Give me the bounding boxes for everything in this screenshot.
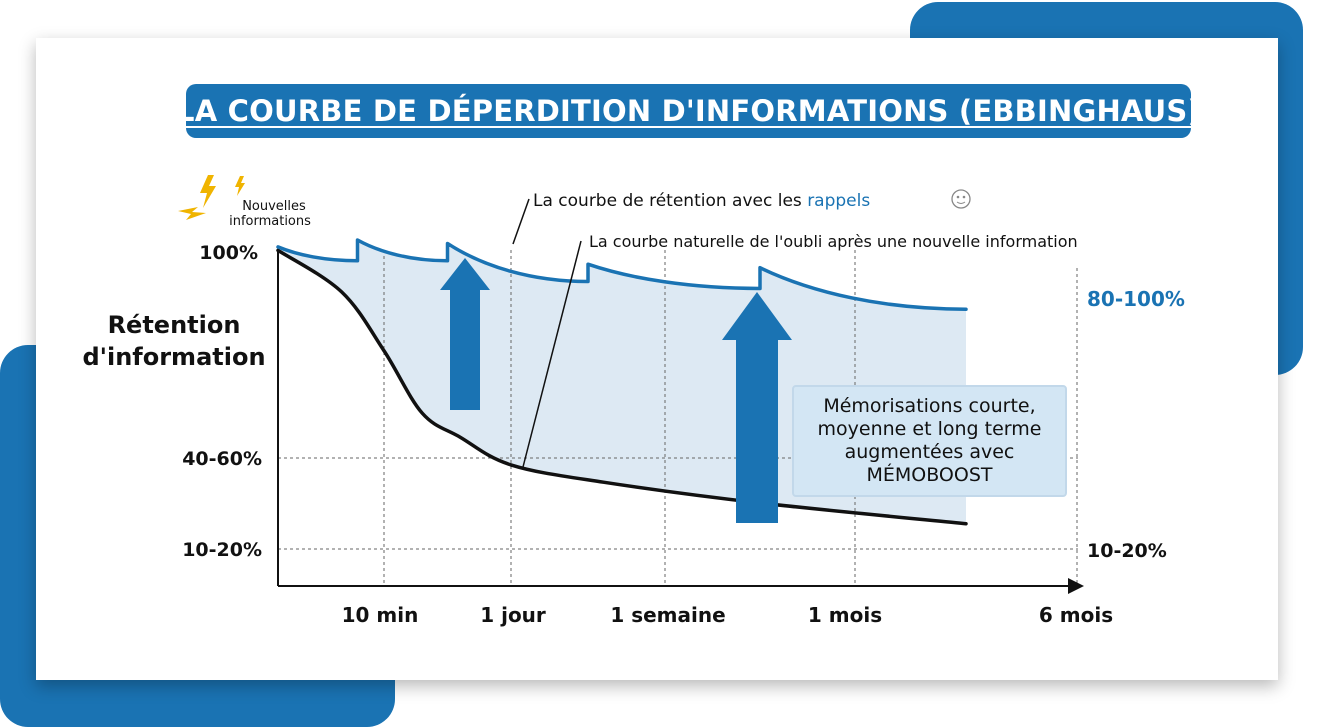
legend-reminder-prefix: La courbe de rétention avec les <box>533 191 802 211</box>
legend-reminder-label: La courbe de rétention avec les rappels <box>533 191 870 211</box>
chart-title: LA COURBE DE DÉPERDITION D'INFORMATIONS … <box>176 94 1201 128</box>
annotation-line: Mémorisations courte, <box>823 395 1036 418</box>
right-label-bottom: 10-20% <box>1087 540 1167 562</box>
y-axis-title-line2: d'information <box>82 343 265 371</box>
annotation-line: moyenne et long terme <box>817 418 1042 441</box>
y-tick-label: 100% <box>199 242 258 264</box>
reminder-retention-curve <box>276 238 968 311</box>
right-label-top: 80-100% <box>1087 287 1185 311</box>
start-label-line2: informations <box>229 214 311 229</box>
legend-natural-label: La courbe naturelle de l'oubli après une… <box>589 232 1078 251</box>
y-tick-label: 40-60% <box>182 448 262 470</box>
up-arrow-small <box>440 258 490 410</box>
memoboost-annotation: Mémorisations courte, moyenne et long te… <box>792 385 1067 497</box>
x-tick-label: 1 mois <box>808 603 882 627</box>
reminder-face-icon <box>951 189 971 209</box>
title-banner: LA COURBE DE DÉPERDITION D'INFORMATIONS … <box>176 84 1201 138</box>
y-tick-label: 10-20% <box>182 539 262 561</box>
lightning-icon <box>178 175 245 220</box>
x-tick-label: 1 jour <box>480 603 546 627</box>
legend-reminder-word: rappels <box>807 191 870 211</box>
pointer-line-natural <box>522 240 582 468</box>
x-tick-label: 1 semaine <box>610 603 725 627</box>
y-axis-title-line1: Rétention <box>108 311 241 339</box>
up-arrow-large <box>722 292 792 523</box>
x-tick-label: 6 mois <box>1039 603 1113 627</box>
x-tick-label: 10 min <box>342 603 419 627</box>
pointer-line-reminder <box>512 198 530 245</box>
annotation-line: augmentées avec <box>844 441 1015 463</box>
start-label-line1: Nouvelles <box>242 199 306 214</box>
annotation-line: MÉMOBOOST <box>866 463 993 486</box>
